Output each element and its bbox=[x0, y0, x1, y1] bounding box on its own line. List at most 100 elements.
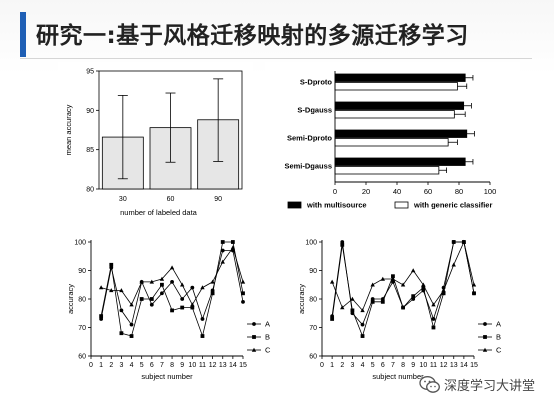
hbar-chart-panel: S-Dproto S-Dgauss Semi-Dproto Semi-Dgauss 0 2… bbox=[265, 62, 520, 222]
data-point bbox=[340, 242, 345, 247]
legend-label: B bbox=[496, 333, 501, 342]
y-tick-label: 80 bbox=[86, 187, 94, 194]
x-tick-label: 3 bbox=[119, 362, 123, 369]
x-tick-label: 20 bbox=[362, 187, 370, 196]
data-point bbox=[230, 245, 236, 250]
legend-marker bbox=[483, 322, 487, 326]
y-tick-label: 100 bbox=[74, 240, 86, 247]
x-tick-label: 10 bbox=[188, 362, 196, 369]
data-point bbox=[431, 302, 436, 307]
data-point bbox=[129, 302, 134, 307]
x-tick-label: 15 bbox=[470, 362, 478, 369]
data-point bbox=[441, 288, 446, 293]
data-point bbox=[472, 291, 476, 296]
line-chart-left-panel: 60 70 80 90 100 0 1 2 3 4 5 6 7 8 9 10 11 12 13 14 15 subject… bbox=[64, 229, 277, 389]
legend-marker bbox=[483, 335, 487, 339]
y-tick-label: 80 bbox=[78, 297, 86, 304]
data-point bbox=[220, 259, 225, 264]
legend-label: C bbox=[265, 346, 271, 355]
bar bbox=[334, 166, 440, 175]
data-point bbox=[340, 305, 345, 310]
data-point bbox=[471, 282, 477, 287]
legend-marker bbox=[251, 347, 257, 352]
data-point bbox=[391, 280, 395, 284]
data-point bbox=[340, 240, 345, 244]
data-point bbox=[350, 296, 355, 301]
data-point bbox=[360, 308, 365, 313]
legend-marker bbox=[252, 335, 256, 339]
x-tick-label: 80 bbox=[455, 187, 463, 196]
x-tick-label: 40 bbox=[393, 187, 401, 196]
data-point bbox=[160, 291, 164, 296]
x-tick-label: 9 bbox=[180, 362, 184, 369]
data-point bbox=[421, 285, 426, 290]
x-tick-label: 11 bbox=[430, 362, 437, 369]
data-point bbox=[180, 282, 185, 287]
x-tick-label: 4 bbox=[361, 362, 365, 369]
legend-marker bbox=[252, 322, 256, 326]
category-label: Semi-Dproto bbox=[287, 134, 332, 143]
data-point bbox=[451, 240, 456, 244]
x-tick-label: 14 bbox=[229, 362, 237, 369]
legend-label: A bbox=[496, 320, 501, 329]
bar bbox=[334, 101, 465, 110]
legend-label: with multisource bbox=[306, 201, 367, 210]
x-tick-label: 4 bbox=[130, 362, 134, 369]
data-point bbox=[170, 308, 174, 313]
legend-marker bbox=[482, 347, 488, 352]
x-tick-label: 60 bbox=[424, 187, 432, 196]
x-tick-label: 2 bbox=[340, 362, 344, 369]
y-tick-label: 60 bbox=[309, 354, 317, 361]
data-point bbox=[200, 285, 205, 290]
x-tick-label: 6 bbox=[381, 362, 385, 369]
data-point bbox=[149, 297, 154, 301]
data-point bbox=[241, 291, 245, 296]
title-accent-bar bbox=[20, 12, 26, 57]
bar bbox=[334, 82, 458, 91]
y-axis-label: accuracy bbox=[66, 284, 75, 314]
legend-label: C bbox=[496, 346, 502, 355]
x-tick-label: 60 bbox=[167, 196, 175, 203]
x-tick-label: 30 bbox=[119, 196, 127, 203]
bar-chart-panel: 80 85 90 95 30 60 90 number of labeled data mean… bbox=[58, 62, 253, 222]
x-tick-label: 2 bbox=[109, 362, 113, 369]
x-tick-label: 7 bbox=[391, 362, 395, 369]
data-point bbox=[220, 240, 225, 244]
data-point bbox=[330, 317, 335, 321]
data-point bbox=[360, 322, 365, 327]
data-point bbox=[220, 248, 225, 253]
data-point bbox=[149, 302, 154, 307]
method-comparison-bar-chart: S-Dproto S-Dgauss Semi-Dproto Semi-Dgauss 0 2… bbox=[265, 62, 520, 222]
data-point bbox=[129, 322, 134, 327]
y-axis-label: mean accuracy bbox=[64, 104, 73, 155]
data-point bbox=[190, 285, 195, 290]
x-tick-label: 10 bbox=[419, 362, 427, 369]
x-tick-label: 14 bbox=[460, 362, 468, 369]
category-label: S-Dgauss bbox=[297, 106, 332, 115]
x-tick-label: 90 bbox=[214, 196, 222, 203]
y-tick-label: 70 bbox=[78, 325, 86, 332]
data-point bbox=[169, 265, 175, 270]
data-point bbox=[380, 299, 385, 304]
x-tick-label: 7 bbox=[160, 362, 164, 369]
data-point bbox=[160, 282, 164, 287]
line-chart-right-panel: 60 70 80 90 100 0 1 2 3 4 5 6 7 8 9 10 11 12 13 14 15 subject… bbox=[295, 229, 508, 389]
y-tick-label: 85 bbox=[86, 147, 94, 154]
y-axis-label: accuracy bbox=[297, 284, 306, 314]
data-point bbox=[180, 305, 185, 310]
x-tick-label: 9 bbox=[411, 362, 415, 369]
data-point bbox=[461, 239, 467, 244]
bar bbox=[334, 138, 449, 147]
y-tick-label: 90 bbox=[86, 108, 94, 115]
data-point bbox=[139, 279, 144, 284]
x-axis-label: subject number bbox=[372, 372, 424, 381]
data-point bbox=[390, 276, 396, 281]
y-tick-label: 60 bbox=[78, 354, 86, 361]
data-point bbox=[241, 299, 245, 304]
x-tick-label: 12 bbox=[440, 362, 448, 369]
data-point bbox=[119, 288, 124, 293]
y-tick-label: 90 bbox=[78, 268, 86, 275]
x-tick-label: 12 bbox=[209, 362, 217, 369]
data-point bbox=[98, 285, 104, 290]
